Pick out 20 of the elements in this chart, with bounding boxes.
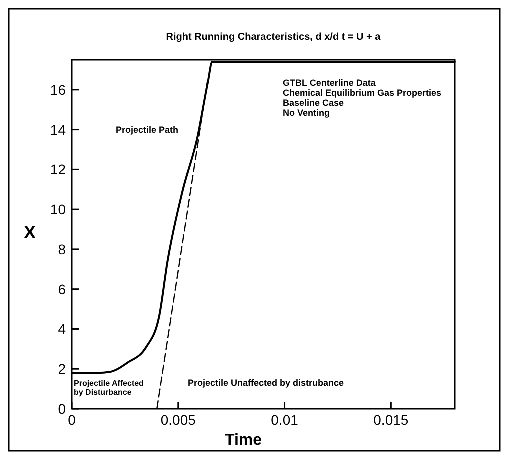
y-tick-label: 0 <box>58 401 66 417</box>
y-tick-label: 8 <box>58 241 66 258</box>
x-tick-label: 0.015 <box>374 412 409 428</box>
x-tick-label: 0.005 <box>160 412 196 428</box>
annotation: Projectile Unaffected by distrubance <box>188 378 344 388</box>
annotation: Projectile Affected by Disturbance <box>74 379 144 397</box>
annotation: GTBL Centerline Data Chemical Equilibrium Gas Properties Baseline Case No Venting <box>283 78 442 118</box>
y-tick-label: 14 <box>50 122 66 138</box>
chart-title: Right Running Characteristics, d x/d t = U + a <box>166 32 382 43</box>
y-tick-label: 12 <box>50 162 66 178</box>
annotation: Projectile Path <box>116 125 179 135</box>
x-tick-label: 0.01 <box>271 412 299 428</box>
y-tick-label: 2 <box>58 361 66 378</box>
y-axis-title: X <box>24 222 36 242</box>
x-axis-title: Time <box>224 432 262 449</box>
y-tick-label: 6 <box>58 281 66 298</box>
y-tick-label: 10 <box>50 202 66 218</box>
y-tick-label: 4 <box>58 321 66 338</box>
x-tick-label: 0 <box>68 412 76 428</box>
y-tick-label: 16 <box>50 82 66 98</box>
